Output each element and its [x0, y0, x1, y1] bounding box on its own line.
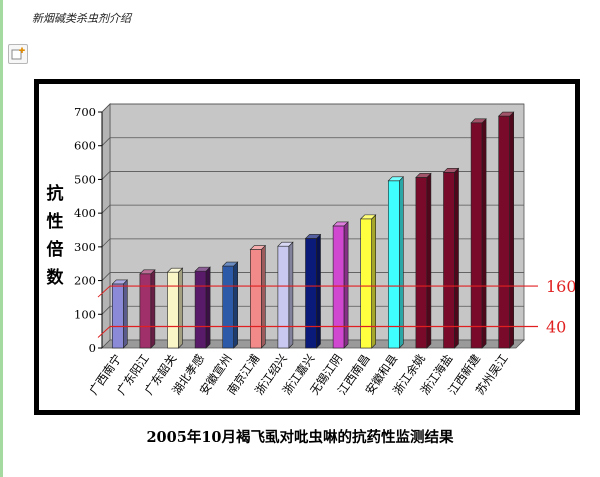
chart-frame: 0 100 200 300 400 500 600 700 抗性倍数广西南宁 广东阳江 广东韶关 湖北…	[34, 79, 580, 415]
bar	[443, 172, 455, 349]
bar-side	[205, 266, 211, 349]
bar	[498, 115, 511, 349]
bar-side	[454, 167, 459, 349]
y-axis-label-char: 性	[47, 211, 64, 232]
bar	[360, 218, 373, 349]
bar-side	[233, 261, 238, 349]
plot-side-wall	[101, 103, 111, 349]
bar-side	[398, 176, 404, 349]
bar-top	[221, 261, 239, 267]
bar-side	[261, 244, 266, 349]
add-note-button[interactable]	[8, 44, 28, 64]
gridline-side	[101, 103, 111, 113]
bar	[222, 265, 234, 349]
bar	[112, 283, 124, 349]
bar	[139, 273, 152, 349]
chart-title: 2005年10月褐飞虱对吡虫啉的抗药性监测结果	[146, 429, 454, 446]
bar	[167, 271, 179, 349]
bar-side	[343, 221, 349, 349]
bar-top	[111, 279, 129, 285]
bar	[332, 225, 345, 349]
bar-side	[509, 111, 515, 349]
gridline-side	[101, 272, 111, 281]
gridline-side	[101, 137, 111, 146]
bar-top	[194, 266, 211, 272]
bar	[250, 249, 262, 349]
bar-side	[150, 269, 156, 349]
y-axis-label-char: 抗	[47, 183, 64, 204]
gridline-side	[101, 171, 111, 180]
bar-top	[332, 221, 349, 227]
bar-top	[387, 176, 405, 182]
y-axis-label-char: 倍	[47, 239, 64, 260]
gridline-side	[101, 204, 111, 214]
bar-top	[139, 269, 156, 275]
bar-top	[497, 111, 515, 117]
gridline-side	[101, 238, 111, 248]
y-tick-label: 700	[74, 105, 96, 119]
threshold-label: 40	[546, 318, 566, 337]
bar	[415, 177, 428, 349]
bar	[470, 122, 483, 349]
slide-title: 新烟碱类杀虫剂介绍	[32, 12, 131, 25]
left-border-rule	[0, 0, 3, 477]
y-tick-label: 200	[74, 274, 96, 288]
y-tick-label: 300	[74, 240, 96, 254]
bar-side	[481, 118, 487, 349]
y-tick-label: 100	[74, 307, 96, 321]
y-tick-label: 400	[74, 206, 96, 220]
bar-top	[249, 245, 267, 250]
threshold-line-side	[97, 326, 111, 338]
bar-top	[166, 267, 184, 273]
bar-side	[316, 233, 321, 349]
bar-top	[442, 168, 460, 173]
bar-chart: 0100200300400500600700抗性倍数广西南宁广东阳江广东韶关湖北…	[47, 103, 575, 397]
bar-side	[426, 172, 432, 349]
y-tick-label: 0	[89, 341, 96, 355]
bar	[194, 270, 207, 349]
bar-side	[123, 279, 128, 349]
bar	[387, 180, 400, 349]
y-tick-label: 600	[74, 139, 96, 153]
add-note-icon	[11, 47, 25, 60]
threshold-label: 160	[546, 277, 575, 296]
gridline-side	[101, 306, 111, 315]
bar-top	[470, 118, 487, 124]
bar-side	[371, 214, 377, 349]
bar-top	[415, 173, 432, 178]
bar-side	[288, 241, 294, 349]
bar-top	[277, 241, 294, 247]
bar-top	[304, 234, 322, 239]
bar	[277, 245, 290, 349]
bar-top	[359, 214, 377, 220]
y-axis-label-char: 数	[47, 267, 65, 288]
bar	[305, 238, 317, 349]
threshold-line-side	[97, 285, 111, 298]
bar-side	[178, 267, 183, 349]
y-tick-label: 500	[74, 172, 96, 186]
